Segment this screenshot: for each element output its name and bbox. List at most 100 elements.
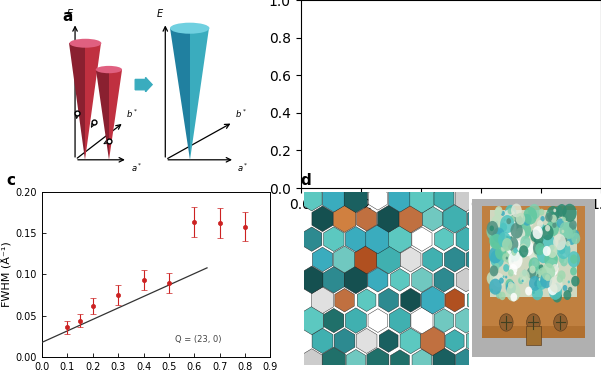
Circle shape (554, 256, 558, 261)
Circle shape (538, 242, 543, 248)
Circle shape (509, 214, 523, 231)
Circle shape (536, 273, 543, 282)
Polygon shape (190, 28, 210, 160)
Circle shape (506, 234, 512, 241)
Circle shape (511, 203, 522, 217)
Circle shape (566, 241, 570, 247)
Circle shape (501, 211, 505, 216)
Circle shape (505, 281, 516, 294)
Circle shape (490, 226, 494, 231)
Circle shape (563, 217, 566, 221)
Circle shape (529, 251, 536, 260)
Circle shape (537, 277, 547, 290)
Polygon shape (96, 70, 109, 160)
Circle shape (498, 232, 511, 248)
Circle shape (538, 273, 541, 277)
Circle shape (522, 270, 527, 276)
Circle shape (554, 209, 556, 212)
Text: $a^*$: $a^*$ (130, 162, 142, 174)
Circle shape (562, 253, 566, 259)
Circle shape (545, 259, 558, 277)
Circle shape (532, 258, 538, 267)
Circle shape (560, 256, 568, 266)
Circle shape (522, 240, 528, 247)
Circle shape (545, 225, 550, 232)
Circle shape (502, 253, 509, 262)
Circle shape (557, 274, 563, 283)
Circle shape (542, 263, 555, 281)
Polygon shape (507, 62, 515, 103)
Circle shape (508, 281, 513, 288)
Circle shape (546, 211, 549, 215)
Text: $b^*$: $b^*$ (126, 108, 138, 120)
Circle shape (546, 206, 560, 223)
Circle shape (487, 271, 498, 285)
Circle shape (490, 265, 498, 276)
Circle shape (502, 238, 512, 251)
Circle shape (506, 238, 520, 256)
Circle shape (511, 250, 516, 255)
Ellipse shape (489, 80, 507, 85)
Circle shape (510, 293, 517, 302)
Circle shape (503, 264, 509, 272)
Circle shape (558, 236, 561, 240)
Circle shape (558, 255, 564, 263)
Circle shape (490, 222, 496, 231)
Circle shape (504, 250, 515, 264)
Circle shape (525, 215, 534, 227)
Circle shape (535, 234, 543, 243)
Circle shape (504, 258, 507, 261)
Circle shape (490, 233, 502, 249)
Polygon shape (109, 70, 122, 160)
Ellipse shape (170, 23, 210, 34)
Text: $a^*$: $a^*$ (237, 162, 248, 174)
Circle shape (502, 209, 516, 227)
Circle shape (534, 233, 543, 245)
Circle shape (528, 204, 540, 220)
Circle shape (571, 240, 575, 246)
Circle shape (520, 236, 531, 249)
Text: $b^*$: $b^*$ (519, 29, 530, 41)
Circle shape (569, 220, 577, 230)
Text: b: b (361, 9, 371, 24)
Text: $E$: $E$ (439, 0, 447, 9)
Circle shape (503, 240, 511, 250)
Circle shape (552, 222, 557, 228)
Text: d: d (300, 173, 311, 188)
Circle shape (563, 285, 567, 291)
Circle shape (508, 269, 514, 277)
Circle shape (493, 227, 505, 243)
Circle shape (495, 208, 502, 218)
Polygon shape (85, 43, 102, 160)
Circle shape (546, 220, 559, 237)
Ellipse shape (391, 61, 409, 67)
Circle shape (537, 220, 543, 228)
Circle shape (532, 226, 543, 239)
Polygon shape (170, 28, 190, 160)
Bar (526, 326, 541, 344)
Ellipse shape (405, 96, 421, 100)
Circle shape (504, 218, 506, 221)
Circle shape (529, 265, 535, 273)
Circle shape (493, 273, 504, 287)
Text: M: M (489, 134, 496, 143)
Circle shape (558, 270, 566, 280)
Text: $a^*$: $a^*$ (532, 95, 543, 107)
Text: c: c (6, 173, 15, 188)
Circle shape (516, 213, 525, 225)
Circle shape (545, 251, 558, 268)
Circle shape (507, 284, 513, 292)
Circle shape (545, 212, 552, 222)
Polygon shape (451, 13, 464, 79)
Circle shape (517, 217, 524, 226)
Circle shape (490, 234, 502, 249)
Circle shape (517, 244, 528, 258)
Polygon shape (498, 83, 507, 132)
Circle shape (494, 263, 499, 270)
Circle shape (534, 281, 538, 287)
Circle shape (527, 267, 536, 279)
Circle shape (505, 256, 508, 259)
Circle shape (514, 221, 522, 231)
Bar (490, 210, 576, 297)
Circle shape (510, 241, 513, 245)
